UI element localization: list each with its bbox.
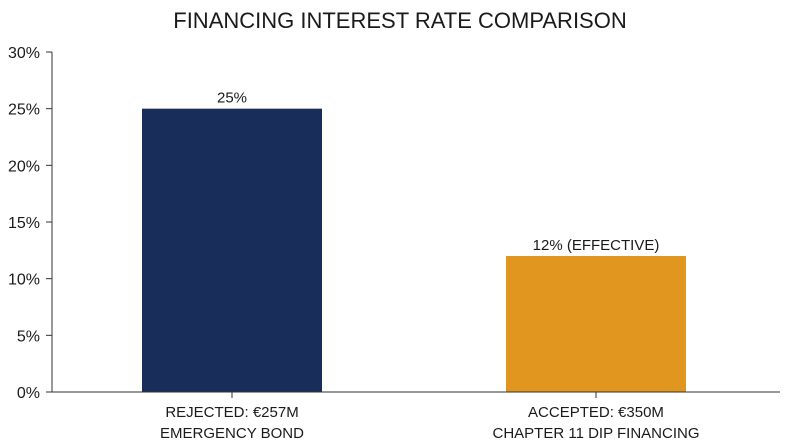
y-tick-label: 15% [8,215,40,232]
x-axis [52,391,780,398]
y-tick-label: 0% [17,385,40,402]
x-category-label: CHAPTER 11 DIP FINANCING [493,425,700,442]
y-tick-label: 25% [8,102,40,119]
bar-value-label: 25% [217,90,247,107]
bar-value-label: 12% (EFFECTIVE) [533,237,660,254]
x-category-label: ACCEPTED: €350M [528,404,664,421]
x-category-label: REJECTED: €257M [165,404,298,421]
y-tick-label: 30% [8,45,40,62]
y-tick-label: 5% [17,328,40,345]
x-category-label: EMERGENCY BOND [160,425,304,442]
y-axis: 0% 5% 10% 15% 20% 25% 30% [8,45,53,402]
bar [506,256,686,392]
bars [142,108,686,393]
data-labels: 25% 12% (EFFECTIVE) [217,90,659,254]
category-labels: REJECTED: €257M EMERGENCY BOND ACCEPTED: €… [160,404,699,442]
chart-title: FINANCING INTEREST RATE COMPARISON [173,8,626,33]
bar [142,108,322,393]
y-tick-label: 10% [8,272,40,289]
y-tick-label: 20% [8,158,40,175]
